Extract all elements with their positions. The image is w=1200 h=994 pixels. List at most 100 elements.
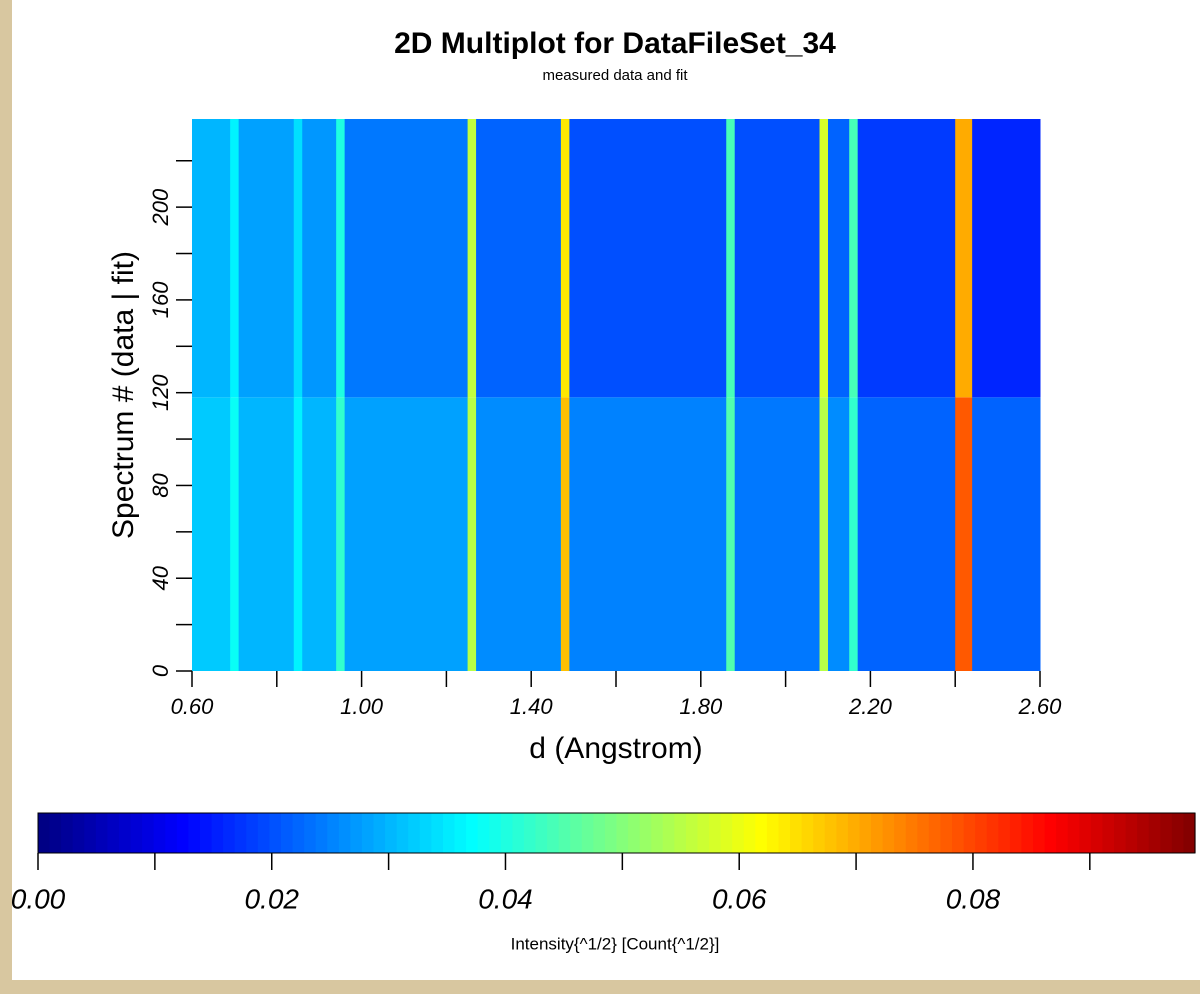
colorbar-swatch (523, 813, 537, 853)
heatmap-cell (849, 119, 859, 398)
colorbar-swatch (847, 813, 861, 853)
colorbar-swatch (211, 813, 224, 853)
colorbar-swatch (1148, 813, 1161, 853)
heatmap-cell (857, 119, 956, 398)
colorbar-swatch (801, 813, 814, 853)
colorbar-swatch (905, 813, 918, 853)
colorbar-swatch (361, 813, 375, 853)
y-tick-label: 80 (148, 472, 173, 497)
colorbar-swatch (963, 813, 976, 853)
heatmap-cell (828, 119, 850, 398)
colorbar-swatch (84, 813, 97, 853)
heatmap-cell (857, 397, 956, 671)
colorbar-swatch (558, 813, 571, 853)
x-tick-label: 1.80 (679, 694, 723, 719)
colorbar-swatch (1067, 813, 1080, 853)
heatmap-cell (734, 397, 821, 671)
colorbar-swatch (1056, 813, 1069, 853)
heatmap-cell (569, 397, 727, 671)
colorbar-tick-label: 0.04 (478, 883, 533, 914)
colorbar-swatch (431, 813, 444, 853)
x-tick-label: 0.60 (171, 694, 215, 719)
colorbar-swatch (257, 813, 270, 853)
colorbar-swatch (489, 813, 502, 853)
heatmap-cell (476, 397, 562, 671)
colorbar-tick-label: 0.06 (712, 883, 767, 914)
heatmap-cell (336, 397, 346, 671)
heatmap-cell (560, 119, 570, 398)
colorbar-swatch (500, 813, 513, 853)
colorbar-label: Intensity{^1/2} [Count{^1/2}] (511, 934, 720, 953)
colorbar-swatch (709, 813, 722, 853)
heatmap-cell (293, 397, 303, 671)
colorbar-swatch (350, 813, 363, 853)
colorbar-swatch (535, 813, 548, 853)
colorbar-swatch (547, 813, 560, 853)
colorbar-swatch (882, 813, 895, 853)
heatmap-cell (192, 119, 231, 398)
colorbar-swatch (651, 813, 664, 853)
colorbar-swatch (419, 813, 432, 853)
x-tick-label: 1.40 (510, 694, 554, 719)
y-tick-label: 160 (148, 281, 173, 318)
colorbar-swatch (373, 813, 386, 853)
x-tick-label: 2.20 (848, 694, 893, 719)
colorbar-swatch (581, 813, 594, 853)
plot-area: 0.60 1.00 1.40 1.80 2.20 2.60 0 40 80 120 160 200 (148, 119, 1062, 719)
y-tick-label: 40 (148, 565, 173, 590)
colorbar-swatch (824, 813, 837, 853)
heatmap-cell (336, 119, 346, 398)
x-tick-label: 1.00 (340, 694, 384, 719)
colorbar-swatch (280, 813, 294, 853)
colorbar-swatch (61, 813, 74, 853)
colorbar-tick-label: 0.08 (946, 883, 1001, 914)
colorbar-swatch (1021, 813, 1034, 853)
colorbar-swatch (1125, 813, 1138, 853)
colorbar-swatch (1009, 813, 1023, 853)
colorbar-swatch (153, 813, 166, 853)
colorbar-swatch (246, 813, 259, 853)
colorbar-swatch (1171, 813, 1185, 853)
colorbar-swatch (720, 813, 733, 853)
colorbar-swatch (1044, 813, 1057, 853)
y-tick-label: 120 (148, 374, 173, 411)
colorbar-swatch (743, 813, 756, 853)
colorbar-swatch (188, 813, 201, 853)
heatmap-cell (849, 397, 859, 671)
colorbar: 0.00 0.02 0.04 0.06 0.08 (11, 812, 1196, 914)
colorbar-swatch (778, 813, 791, 853)
colorbar-swatch (1160, 813, 1173, 853)
chart-title: 2D Multiplot for DataFileSet_34 (394, 27, 836, 60)
colorbar-swatch (755, 813, 768, 853)
colorbar-swatch (396, 813, 409, 853)
y-axis-label: Spectrum # (data | fit) (107, 251, 140, 539)
heatmap-cell (344, 119, 469, 398)
x-tick-label: 2.60 (1018, 694, 1063, 719)
colorbar-swatch (940, 813, 953, 853)
heatmap-cell (726, 397, 736, 671)
colorbar-swatch (1183, 813, 1196, 853)
colorbar-swatch (766, 813, 780, 853)
heatmap-cell (302, 397, 337, 671)
heatmap-cell (726, 119, 736, 398)
colorbar-swatch (38, 813, 51, 853)
y-tick-label: 0 (148, 664, 173, 677)
colorbar-swatch (604, 813, 618, 853)
colorbar-swatch (1137, 813, 1150, 853)
heatmap-cell (467, 119, 477, 398)
colorbar-swatch (917, 813, 930, 853)
colorbar-swatch (304, 813, 317, 853)
colorbar-swatch (639, 813, 652, 853)
colorbar-swatch (732, 813, 745, 853)
colorbar-swatch (628, 813, 641, 853)
colorbar-swatch (269, 813, 282, 853)
colorbar-frame (37, 812, 1196, 854)
colorbar-swatch (662, 813, 675, 853)
heatmap-cell (819, 119, 829, 398)
heatmap-cell (819, 397, 829, 671)
heatmap-cell (230, 119, 240, 398)
colorbar-swatch (442, 813, 456, 853)
colorbar-swatch (813, 813, 826, 853)
